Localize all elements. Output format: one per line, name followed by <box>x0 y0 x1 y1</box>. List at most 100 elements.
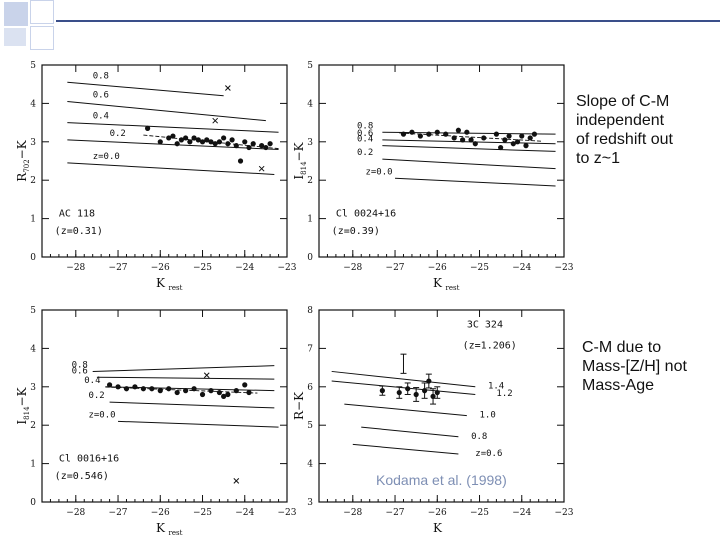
galaxy-point <box>212 141 218 147</box>
galaxy-point <box>178 137 184 143</box>
model-track-label: z=0.0 <box>88 410 115 420</box>
y-axis-label-main: R <box>15 172 29 182</box>
x-tick-label: −28 <box>66 508 85 518</box>
x-tick-label: −25 <box>193 263 212 273</box>
credit-text: Kodama et al. (1998) <box>376 472 507 488</box>
x-tick-label: −28 <box>66 263 85 273</box>
galaxy-point <box>191 386 197 392</box>
model-track-line <box>109 401 275 409</box>
model-track-label: 0.6 <box>93 91 109 101</box>
y-tick-label: 1 <box>30 460 36 470</box>
y-tick-label: 3 <box>30 383 36 393</box>
decor-square-outline <box>30 26 54 50</box>
galaxy-point <box>460 137 466 143</box>
galaxy-point <box>166 386 172 392</box>
galaxy-point <box>183 388 189 394</box>
galaxy-point <box>455 127 461 133</box>
y-tick-label: 3 <box>30 138 36 148</box>
galaxy-point <box>514 139 521 145</box>
galaxy-point <box>221 135 227 141</box>
model-track-line <box>67 100 266 122</box>
note-bottom-line: C-M due to <box>582 339 662 356</box>
y-tick-label: 2 <box>30 176 36 186</box>
x-tick-label: −24 <box>235 263 254 273</box>
galaxy-point <box>426 131 432 137</box>
galaxy-point <box>405 386 411 392</box>
y-tick-label: 3 <box>307 498 313 508</box>
x-axis-label: K <box>433 276 443 290</box>
model-track-label: 1.2 <box>496 389 512 399</box>
x-tick-label: −25 <box>193 508 212 518</box>
cluster-redshift: (z=0.546) <box>55 471 109 482</box>
galaxy-point <box>208 388 214 394</box>
note-top-line: independent <box>576 112 665 129</box>
x-tick-label: −28 <box>343 263 362 273</box>
galaxy-point <box>149 386 155 392</box>
model-track-label: 1.4 <box>488 381 504 391</box>
galaxy-point <box>451 135 457 141</box>
y-axis-label: I814−K <box>292 141 308 179</box>
y-axis-label-main: I <box>15 420 29 425</box>
y-axis-label-suffix: −K <box>292 391 306 411</box>
x-tick-label: −26 <box>151 508 170 518</box>
x-axis-label: K <box>433 521 443 535</box>
y-tick-label: 5 <box>307 421 313 431</box>
galaxy-point <box>199 391 206 398</box>
outlier-marker <box>225 85 231 91</box>
galaxy-point <box>195 137 201 143</box>
model-track-line <box>118 420 279 428</box>
galaxy-point <box>443 131 449 137</box>
galaxy-point <box>204 137 210 143</box>
y-tick-label: 3 <box>307 138 313 148</box>
model-track-label: 0.6 <box>72 366 88 376</box>
title-rule <box>56 20 720 22</box>
y-axis-label-text: R702−K <box>15 139 31 181</box>
galaxy-point <box>225 391 231 398</box>
plot-frame <box>318 309 565 503</box>
model-track-label: 0.2 <box>88 391 104 401</box>
model-track-label: 0.2 <box>357 148 373 158</box>
galaxy-point <box>187 139 193 145</box>
x-axis-label-sub: rest <box>169 284 183 292</box>
model-track-label: 0.4 <box>357 135 373 145</box>
y-tick-label: 5 <box>307 61 313 71</box>
x-tick-label: −26 <box>428 508 447 518</box>
model-track-line <box>382 145 556 152</box>
x-tick-label: −23 <box>555 263 574 273</box>
galaxy-point <box>417 133 423 139</box>
model-track-label: z=0.0 <box>365 167 392 177</box>
x-tick-label: −24 <box>512 508 531 518</box>
model-track-line <box>67 122 279 133</box>
cluster-redshift: (z=1.206) <box>463 340 517 351</box>
galaxy-point <box>434 129 440 135</box>
model-track-label: 0.8 <box>72 361 88 371</box>
galaxy-point <box>208 139 214 145</box>
chart-ac118: −28 −27 −26 −25 −24 −23 0 1 2 3 4 5 K rest R702−K 0.8 0.… <box>15 61 297 292</box>
galaxy-point <box>267 141 273 147</box>
x-axis-label: K <box>156 276 166 290</box>
galaxy-point <box>174 141 180 147</box>
y-axis-label-sub: 702 <box>23 159 31 172</box>
cluster-name: 3C 324 <box>467 319 503 330</box>
galaxy-point <box>140 386 146 392</box>
galaxy-point <box>426 378 432 384</box>
galaxy-point <box>531 131 538 137</box>
y-axis-label-text: I814−K <box>15 386 31 424</box>
outlier-marker <box>233 478 240 484</box>
galaxy-point <box>396 389 402 396</box>
galaxy-point <box>498 144 504 151</box>
galaxy-point <box>123 386 130 392</box>
galaxy-point <box>250 141 256 147</box>
model-track-line <box>92 365 275 372</box>
galaxy-point <box>409 129 415 135</box>
y-tick-label: 4 <box>307 460 313 470</box>
chart-3c324: −28 −27 −26 −25 −24 −23 3 4 5 6 7 8 K R−K 1.41.2 1.0 0.8… <box>292 306 574 535</box>
galaxy-point <box>233 388 239 394</box>
y-tick-label: 2 <box>30 421 36 431</box>
y-tick-label: 1 <box>307 215 313 225</box>
model-track-line <box>361 426 459 438</box>
galaxy-point <box>246 389 252 396</box>
galaxy-point <box>400 131 407 137</box>
galaxy-point <box>237 158 244 164</box>
galaxy-point <box>166 135 172 141</box>
